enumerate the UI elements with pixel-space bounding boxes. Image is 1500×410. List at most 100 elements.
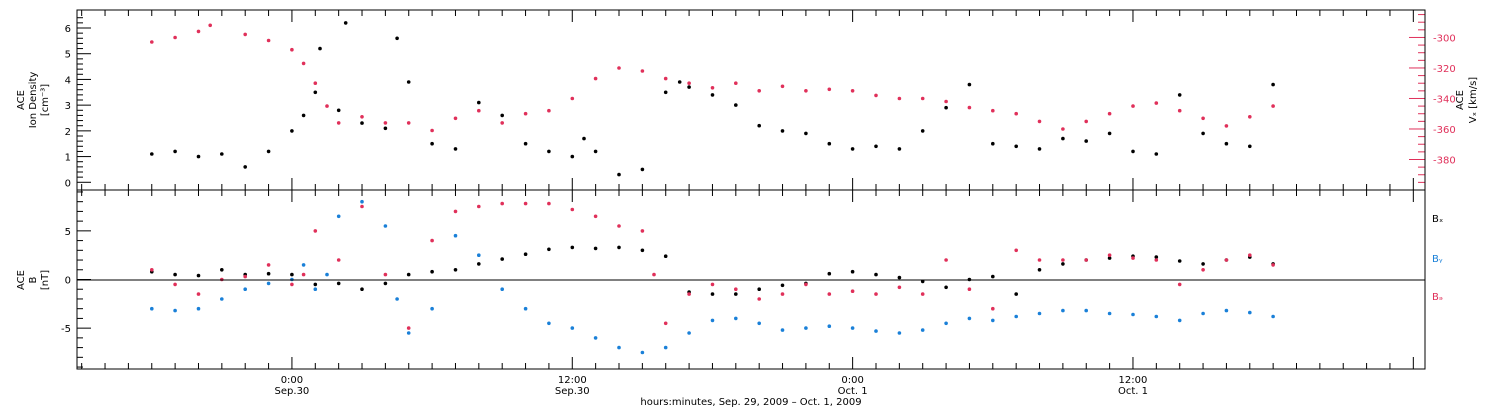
x-tick-label-date: Sep.30: [555, 386, 590, 397]
density-point-3: [220, 152, 224, 156]
by-point-34: [874, 329, 878, 333]
bz-point-6: [290, 282, 294, 287]
bx-point-13: [453, 268, 458, 272]
density-point-15: [406, 80, 411, 84]
vx-point-21: [593, 76, 598, 81]
density-point-43: [1014, 144, 1018, 149]
density-point-46: [1084, 139, 1088, 143]
density-point-7: [301, 113, 306, 118]
bx-point-34: [944, 285, 948, 290]
top-y2label-line-2: Vₓ [km/s]: [1468, 77, 1479, 123]
density-point-38: [897, 147, 902, 151]
bz-point-42: [1084, 258, 1088, 262]
vx-point-23: [640, 69, 645, 73]
bottom-marks: [150, 199, 1275, 355]
density-point-27: [663, 90, 668, 95]
density-point-6: [290, 129, 294, 133]
bz-point-45: [1154, 258, 1159, 262]
by-point-12: [383, 224, 388, 228]
by-point-45: [1131, 312, 1135, 317]
top-ytick-label: 4: [65, 75, 71, 86]
density-point-14: [395, 36, 399, 41]
top-panel: 0 1 2 3 4 5 6 -300 -320 -340 -360 -380 ACE Ion Den…: [16, 9, 1479, 191]
vx-point-12: [383, 121, 388, 125]
vx-point-9: [325, 104, 329, 108]
bz-point-34: [897, 285, 902, 290]
top-y2tick-label: -320: [1433, 64, 1456, 75]
vx-point-7: [301, 61, 306, 66]
bz-point-16: [500, 201, 505, 206]
density-point-4: [243, 165, 247, 169]
by-point-8: [313, 287, 318, 292]
bz-point-38: [991, 306, 995, 311]
density-point-45: [1061, 136, 1065, 141]
bx-point-39: [1061, 262, 1065, 266]
bottom-plot-frame: [76, 189, 1426, 370]
vx-point-47: [1201, 116, 1205, 121]
density-point-19: [500, 113, 505, 118]
bx-point-44: [1177, 259, 1182, 263]
bz-point-12: [406, 326, 411, 330]
bz-point-8: [313, 229, 318, 233]
bz-point-11: [383, 272, 388, 277]
by-point-1: [173, 308, 177, 313]
bz-point-48: [1224, 258, 1229, 262]
by-point-15: [430, 306, 434, 311]
bz-point-13: [430, 238, 434, 243]
bz-point-15: [477, 204, 481, 209]
bz-point-30: [804, 282, 808, 287]
vx-point-46: [1177, 108, 1182, 113]
vx-point-35: [920, 96, 925, 101]
bz-point-20: [593, 214, 598, 219]
bz-point-23: [652, 272, 656, 277]
density-point-21: [547, 149, 551, 154]
vx-point-37: [967, 105, 972, 110]
bx-point-22: [663, 254, 668, 258]
density-point-50: [1177, 93, 1182, 97]
vx-point-44: [1131, 104, 1135, 108]
by-point-44: [1107, 311, 1112, 316]
vx-point-34: [897, 96, 902, 101]
vx-point-6: [290, 47, 294, 52]
top-y2tick-label: -340: [1433, 94, 1456, 105]
bx-point-32: [897, 275, 902, 280]
bz-point-37: [967, 287, 972, 292]
by-point-38: [967, 316, 972, 321]
vx-point-41: [1061, 127, 1065, 131]
vx-point-8: [313, 81, 318, 85]
bz-point-43: [1107, 253, 1112, 257]
bx-point-17: [547, 247, 551, 252]
bz-point-27: [734, 287, 738, 292]
by-point-33: [850, 326, 855, 330]
bz-point-19: [570, 207, 575, 212]
by-point-23: [617, 345, 621, 350]
by-point-24: [640, 350, 645, 355]
top-y2tick-label: -360: [1433, 125, 1456, 136]
bx-point-31: [874, 272, 878, 277]
density-point-54: [1271, 82, 1275, 87]
by-point-46: [1154, 314, 1159, 319]
vx-point-13: [406, 121, 411, 125]
bz-point-49: [1248, 253, 1252, 257]
density-point-30: [710, 93, 715, 97]
bx-point-29: [827, 271, 832, 276]
bx-point-38: [1037, 268, 1042, 272]
density-point-39: [920, 129, 925, 133]
by-point-27: [710, 318, 715, 323]
density-point-12: [360, 121, 364, 125]
vx-point-48: [1224, 124, 1229, 128]
top-ytick-label: 2: [65, 127, 71, 138]
density-point-44: [1037, 147, 1042, 151]
vx-point-40: [1037, 119, 1042, 124]
vx-point-17: [500, 121, 505, 125]
density-point-10: [336, 108, 341, 113]
by-point-39: [991, 318, 995, 323]
legend-by: Bᵧ: [1432, 254, 1443, 265]
x-tick-label-time: 12:00: [558, 375, 587, 386]
by-point-19: [523, 306, 528, 311]
vx-point-14: [430, 128, 434, 133]
bx-point-25: [734, 292, 738, 296]
bx-point-24: [710, 292, 715, 296]
